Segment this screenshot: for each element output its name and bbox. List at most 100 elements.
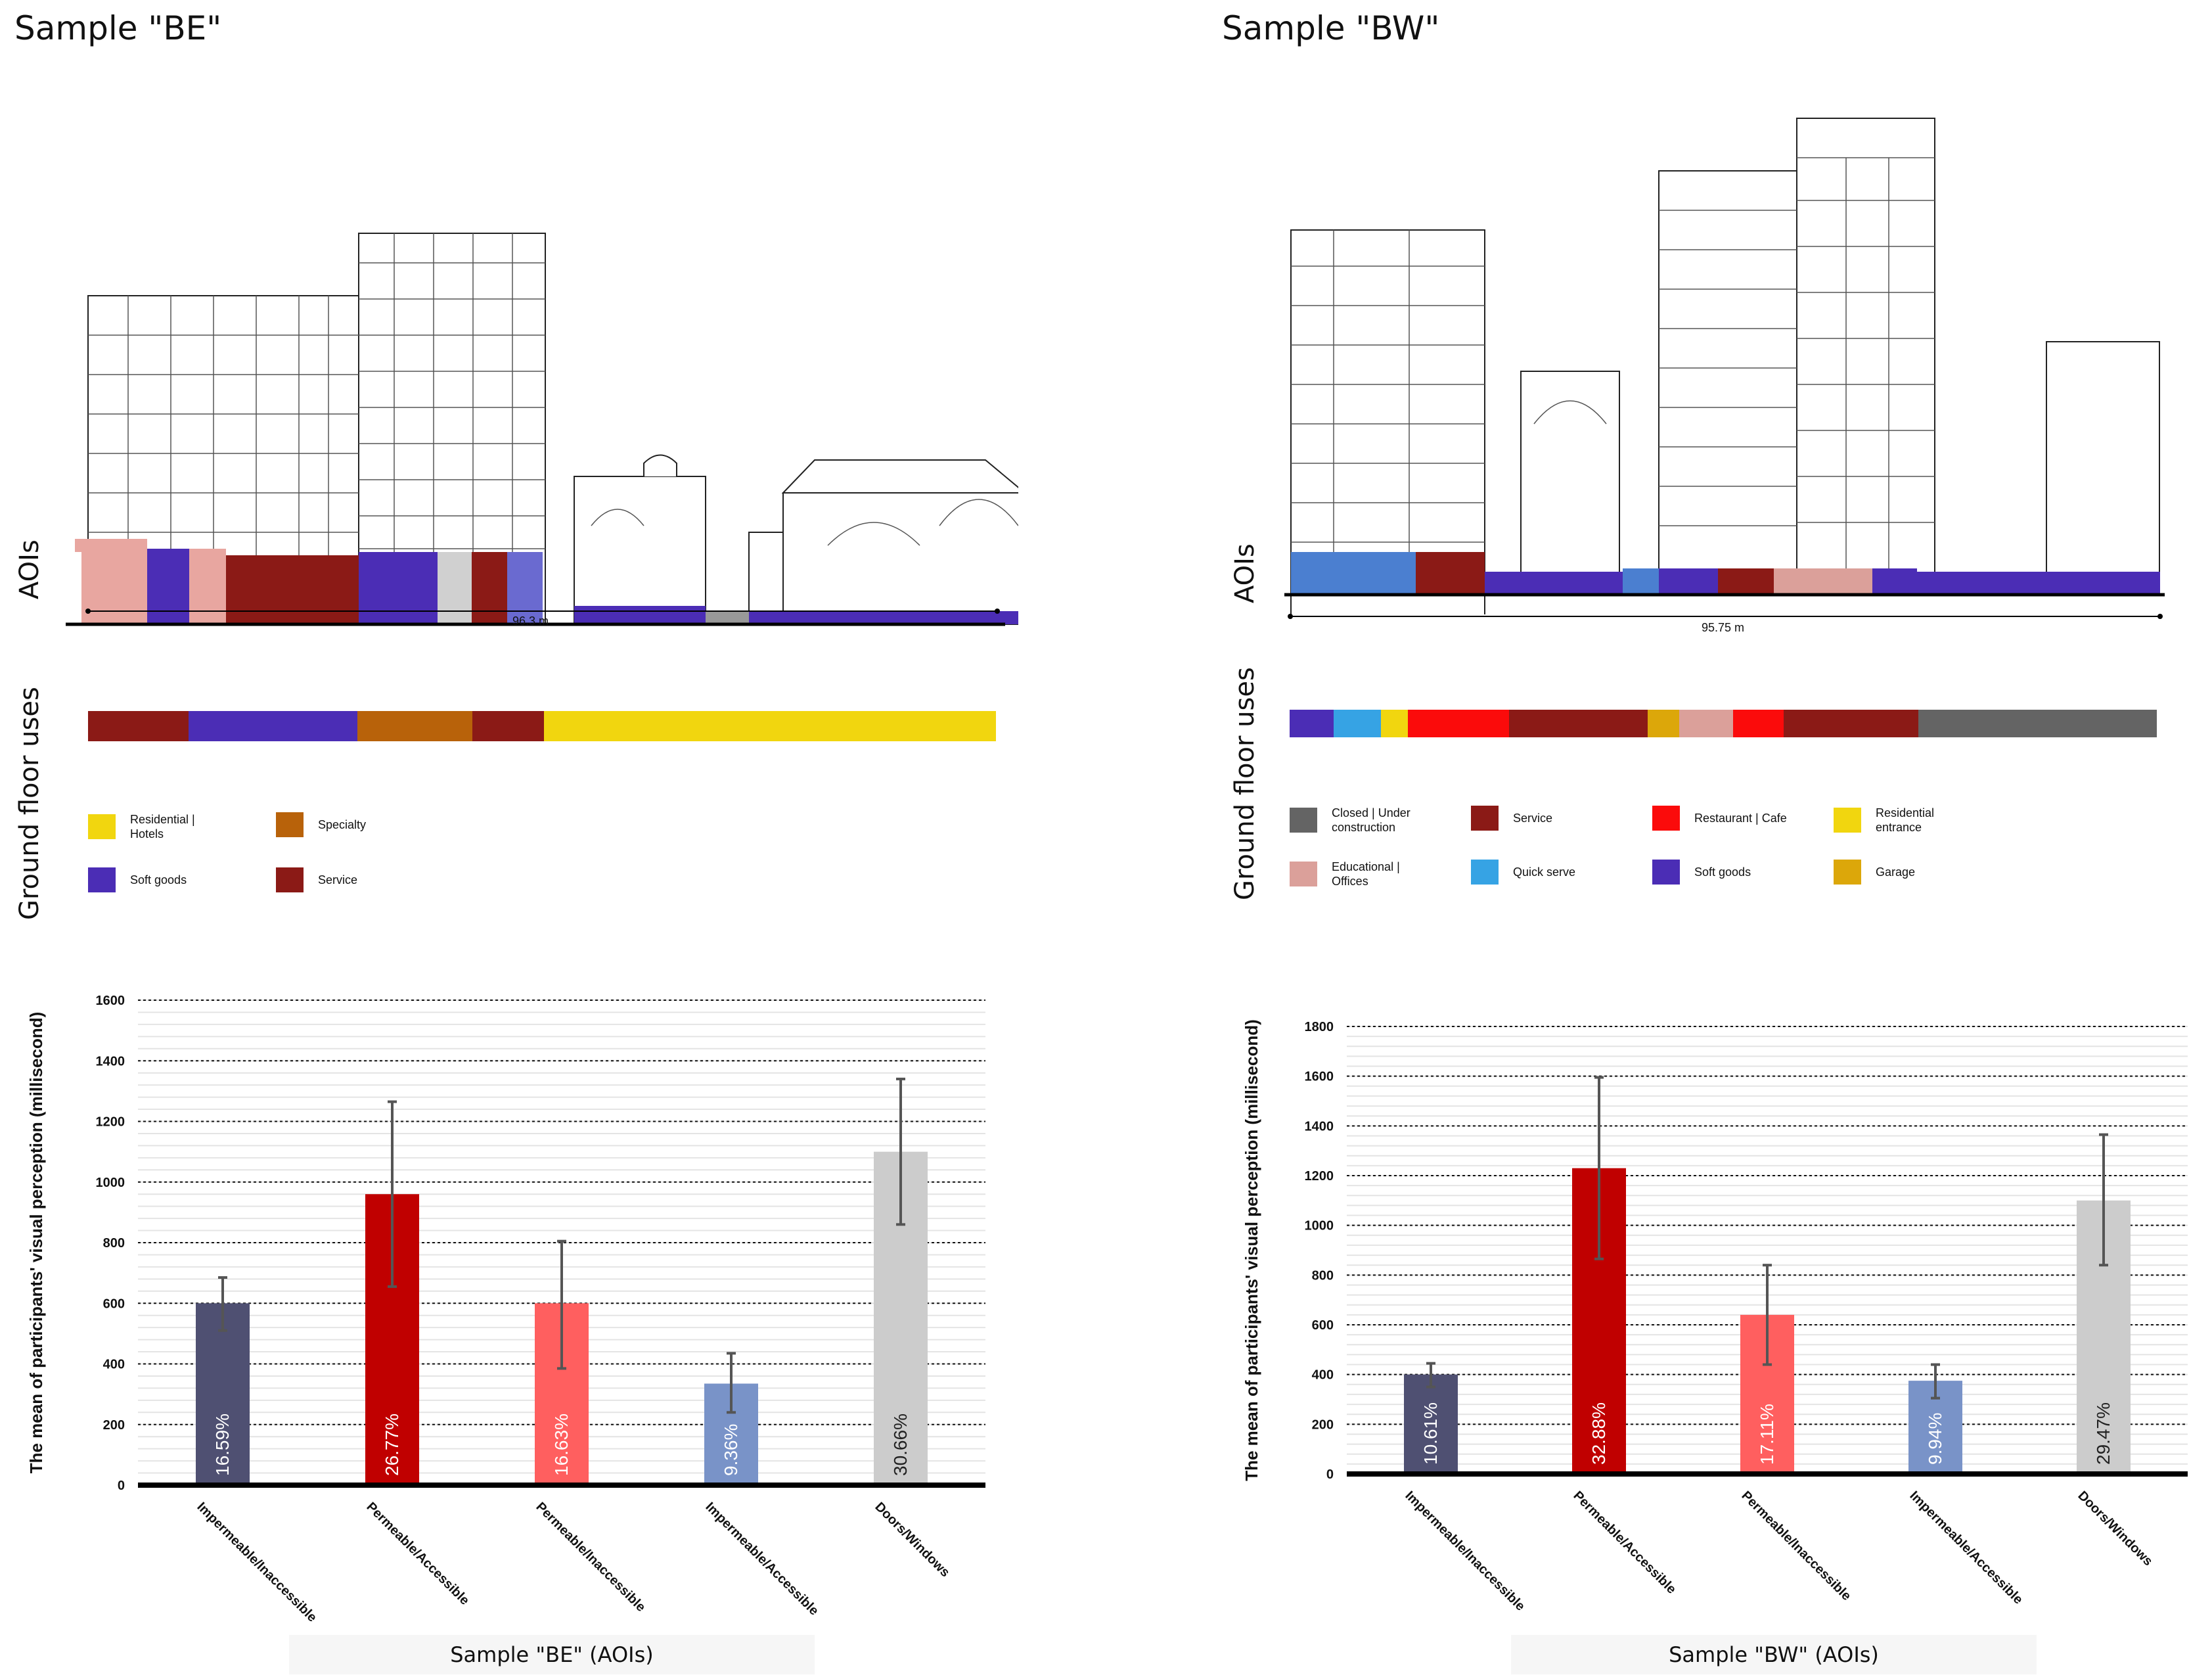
legend-item: Soft goods <box>1652 860 1793 885</box>
legend-swatch <box>1652 806 1680 831</box>
sample-be-title: Sample "BE" <box>14 9 222 47</box>
legend-item: Restaurant | Cafe <box>1652 806 1793 831</box>
y-tick-label: 200 <box>103 1418 125 1433</box>
legend-item: Residential entrance <box>1834 806 1974 835</box>
strip-segment-educational-offices <box>1679 710 1733 737</box>
legend-label: Service <box>318 873 358 886</box>
x-category-label: Permeable/Inaccessible <box>533 1500 648 1615</box>
percent-label: 9.36% <box>721 1424 741 1476</box>
legend-swatch <box>1471 860 1499 885</box>
percent-label: 17.11% <box>1757 1404 1777 1465</box>
y-tick-label: 1200 <box>1305 1169 1334 1184</box>
y-tick-label: 0 <box>1326 1467 1334 1482</box>
strip-segment-restaurant-cafe <box>1407 710 1509 737</box>
x-category-label: Permeable/Inaccessible <box>1738 1488 1853 1603</box>
y-tick-label: 1000 <box>1305 1219 1334 1233</box>
legend-item: Residential | Hotels <box>88 812 229 841</box>
legend-item: Soft goods <box>88 867 229 892</box>
bw-ground-floor-strip <box>1290 710 2157 737</box>
legend-label: Educational | Offices <box>1332 860 1400 888</box>
bw-aois-label: AOIs <box>1230 543 1260 603</box>
legend-item: Educational | Offices <box>1290 860 1430 888</box>
y-tick-label: 1600 <box>1305 1070 1334 1084</box>
be-street-elevation <box>66 233 1018 626</box>
be-bar-chart: 0 200 400 600 800 1000 1200 1400 1600 16.59% Imper… <box>26 994 985 1625</box>
percent-label: 16.59% <box>212 1414 233 1476</box>
strip-segment-garage <box>1648 710 1679 737</box>
x-category-label: Impermeable/Accessible <box>1907 1488 2025 1607</box>
percent-label: 29.47% <box>2093 1402 2113 1465</box>
legend-swatch <box>276 812 304 837</box>
legend-label: Closed | Under construction <box>1332 806 1411 834</box>
legend-item: Closed | Under construction <box>1290 806 1430 835</box>
be-dimension-line <box>85 609 1000 614</box>
be-ground-floor-strip <box>88 711 996 741</box>
y-tick-label: 800 <box>1312 1268 1334 1283</box>
y-tick-label: 400 <box>103 1358 125 1372</box>
legend-label: Quick serve <box>1513 865 1576 879</box>
y-tick-label: 600 <box>103 1297 125 1311</box>
be-ground-floor-label: Ground floor uses <box>14 687 45 920</box>
legend-label: Soft goods <box>130 873 187 886</box>
strip-segment-residential-hotels <box>543 711 996 741</box>
x-category-label: Impermeable/Inaccessible <box>1402 1488 1527 1614</box>
strip-segment-service <box>1784 710 1918 737</box>
percent-label: 9.94% <box>1925 1413 1945 1465</box>
y-tick-label: 200 <box>1312 1417 1334 1432</box>
y-tick-label: 1600 <box>96 994 125 1008</box>
strip-segment-quick-serve <box>1334 710 1381 737</box>
legend-item: Specialty <box>276 812 417 837</box>
strip-segment-specialty <box>357 711 472 741</box>
bw-ground-floor-label: Ground floor uses <box>1230 667 1260 900</box>
y-tick-label: 1200 <box>96 1115 125 1130</box>
y-axis-label: The mean of participants' visual percept… <box>1242 1019 1261 1481</box>
legend-item: Service <box>1471 806 1612 831</box>
y-tick-label: 600 <box>1312 1318 1334 1333</box>
percent-label: 30.66% <box>890 1414 911 1476</box>
x-category-label: Permeable/Accessible <box>363 1500 472 1608</box>
x-category-label: Impermeable/Accessible <box>702 1500 821 1619</box>
legend-label: Specialty <box>318 818 367 831</box>
legend-swatch <box>1834 808 1861 833</box>
legend-item: Garage <box>1834 860 1974 885</box>
legend-label: Service <box>1513 812 1553 825</box>
legend-swatch <box>1290 862 1317 886</box>
y-tick-label: 400 <box>1312 1368 1334 1383</box>
strip-segment-restaurant-cafe <box>1732 710 1784 737</box>
bw-distance-label: 95.75 m <box>1702 621 1745 634</box>
sample-bw-title: Sample "BW" <box>1222 9 1440 47</box>
legend-swatch <box>88 814 116 839</box>
bw-chart-caption: Sample "BW" (AOIs) <box>1511 1635 2037 1674</box>
x-category-label: Doors/Windows <box>872 1500 952 1580</box>
legend-swatch <box>276 867 304 892</box>
be-distance-label: 96.3 m <box>512 614 549 628</box>
percent-label: 16.63% <box>551 1414 572 1476</box>
strip-segment-service <box>472 711 544 741</box>
percent-label: 10.61% <box>1420 1402 1441 1465</box>
bar <box>196 1303 250 1485</box>
x-category-label: Doors/Windows <box>2075 1488 2155 1569</box>
be-aois-label: AOIs <box>14 540 45 599</box>
x-category-label: Impermeable/Inaccessible <box>194 1500 319 1625</box>
strip-segment-soft-goods <box>1290 710 1334 737</box>
y-axis-label: The mean of participants' visual percept… <box>26 1012 46 1474</box>
x-category-label: Permeable/Accessible <box>1570 1488 1679 1597</box>
legend-item: Quick serve <box>1471 860 1612 885</box>
y-tick-label: 800 <box>103 1236 125 1251</box>
legend-swatch <box>88 867 116 892</box>
legend-label: Garage <box>1876 865 1916 879</box>
bw-dimension-line <box>1288 614 2163 619</box>
legend-label: Soft goods <box>1694 865 1751 879</box>
strip-segment-service <box>1508 710 1648 737</box>
strip-segment-soft-goods <box>189 711 358 741</box>
strip-segment-closed-under-construction <box>1918 710 2157 737</box>
y-tick-label: 0 <box>118 1479 125 1493</box>
legend-label: Residential | Hotels <box>130 813 195 840</box>
y-tick-label: 1400 <box>1305 1119 1334 1134</box>
legend-swatch <box>1290 808 1317 833</box>
be-chart-caption: Sample "BE" (AOIs) <box>289 1635 815 1674</box>
percent-label: 32.88% <box>1589 1402 1609 1465</box>
percent-label: 26.77% <box>382 1414 402 1476</box>
bw-bar-chart: 0 200 400 600 800 1000 1200 1400 1600 1800 10.61% I… <box>1242 1019 2188 1614</box>
bw-street-elevation <box>1284 118 2165 614</box>
